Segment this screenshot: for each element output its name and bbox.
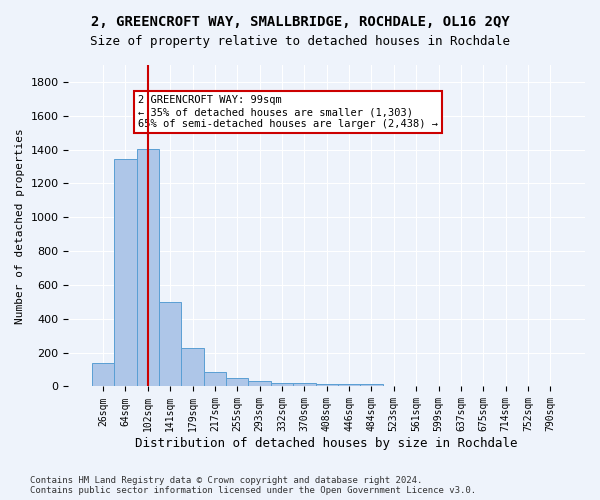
Bar [181, 348, 204, 387]
Bar [159, 302, 181, 386]
X-axis label: Distribution of detached houses by size in Rochdale: Distribution of detached houses by size … [136, 437, 518, 450]
Bar [137, 149, 159, 386]
Bar [316, 384, 338, 386]
Text: Size of property relative to detached houses in Rochdale: Size of property relative to detached ho… [90, 35, 510, 48]
Bar [114, 159, 137, 386]
Text: 2, GREENCROFT WAY, SMALLBRIDGE, ROCHDALE, OL16 2QY: 2, GREENCROFT WAY, SMALLBRIDGE, ROCHDALE… [91, 15, 509, 29]
Text: Contains HM Land Registry data © Crown copyright and database right 2024.
Contai: Contains HM Land Registry data © Crown c… [30, 476, 476, 495]
Y-axis label: Number of detached properties: Number of detached properties [15, 128, 25, 324]
Bar [360, 384, 383, 386]
Bar [293, 383, 316, 386]
Bar [204, 372, 226, 386]
Bar [92, 363, 114, 386]
Text: 2 GREENCROFT WAY: 99sqm
← 35% of detached houses are smaller (1,303)
65% of semi: 2 GREENCROFT WAY: 99sqm ← 35% of detache… [138, 96, 438, 128]
Bar [248, 381, 271, 386]
Bar [338, 384, 360, 386]
Bar [226, 378, 248, 386]
Bar [271, 383, 293, 386]
